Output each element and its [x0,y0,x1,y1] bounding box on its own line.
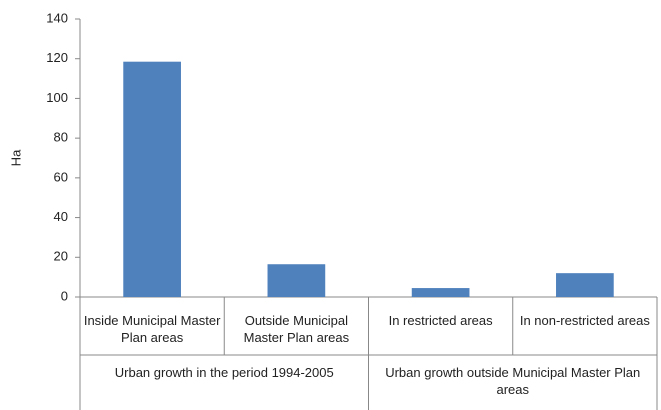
group-label: Urban growth outside Municipal Master Pl… [385,365,641,397]
x-tick-label: In non-restricted areas [519,313,650,328]
group-label: Urban growth in the period 1994-2005 [114,365,334,380]
y-tick-label: 20 [54,249,68,264]
y-tick-label: 140 [46,10,68,25]
bar [556,273,614,297]
y-tick-label: 80 [54,130,68,145]
y-tick-label: 40 [54,209,68,224]
x-tick-label: In restricted areas [388,313,493,328]
y-tick-label: 120 [46,50,68,65]
bar [123,61,181,297]
x-tick-label: Inside Municipal Master Plan areas [83,313,221,345]
bar [411,288,470,297]
y-tick-label: 100 [46,90,68,105]
x-tick-label: Outside Municipal Master Plan areas [243,313,350,345]
y-tick-label: 0 [61,288,68,303]
y-tick-label: 60 [54,169,68,184]
y-axis-label: Ha [8,149,23,166]
bar [267,264,326,297]
